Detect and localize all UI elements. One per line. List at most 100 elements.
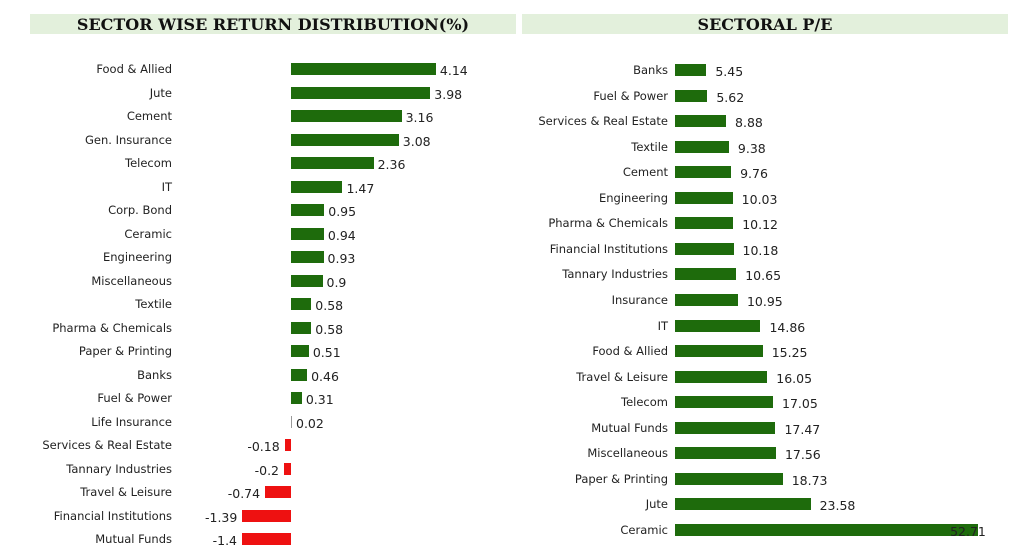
category-label: Fuel & Power bbox=[593, 88, 668, 103]
category-label: Textile bbox=[135, 297, 172, 311]
category-label: IT bbox=[657, 318, 668, 333]
bar bbox=[291, 63, 436, 75]
bar bbox=[675, 64, 707, 76]
category-label: Telecom bbox=[125, 156, 172, 170]
value-label: 0.02 bbox=[296, 415, 324, 431]
category-label: Insurance bbox=[611, 292, 668, 307]
bar bbox=[675, 191, 733, 204]
value-label: 0.9 bbox=[326, 274, 347, 290]
bar bbox=[291, 251, 324, 263]
category-label: Banks bbox=[137, 367, 172, 382]
category-label: Miscellaneous bbox=[91, 273, 172, 288]
bar bbox=[291, 298, 312, 310]
value-label: 17.05 bbox=[782, 396, 818, 412]
value-label: -0.74 bbox=[227, 486, 261, 501]
value-label: 0.58 bbox=[315, 298, 344, 313]
category-label: Engineering bbox=[599, 190, 668, 205]
value-label: 15.25 bbox=[771, 345, 808, 361]
value-label: -0.18 bbox=[247, 439, 280, 454]
category-label: Paper & Printing bbox=[78, 344, 172, 358]
bar bbox=[291, 110, 402, 122]
bar bbox=[265, 486, 291, 498]
category-label: Jute bbox=[149, 85, 172, 100]
bar bbox=[675, 472, 783, 485]
bar bbox=[291, 157, 374, 169]
bar bbox=[291, 133, 399, 146]
value-label: 14.86 bbox=[769, 319, 806, 335]
category-label: Travel & Leisure bbox=[576, 369, 668, 384]
value-label: 0.94 bbox=[327, 227, 356, 243]
value-label: 10.12 bbox=[742, 217, 778, 233]
value-label: 5.45 bbox=[715, 64, 744, 79]
category-label: Miscellaneous bbox=[587, 446, 668, 461]
pe-chart-title: SECTORAL P/E bbox=[522, 14, 1008, 34]
value-label: 17.56 bbox=[784, 447, 821, 463]
bar bbox=[675, 242, 734, 255]
category-label: Paper & Printing bbox=[574, 471, 668, 486]
bar bbox=[291, 180, 343, 193]
value-label: 10.95 bbox=[746, 293, 783, 309]
bar bbox=[675, 421, 776, 434]
value-label: 2.36 bbox=[377, 157, 406, 172]
value-label: 3.98 bbox=[434, 86, 463, 102]
bar bbox=[675, 523, 979, 536]
bar bbox=[291, 415, 292, 428]
category-label: Ceramic bbox=[620, 522, 668, 537]
value-label: 8.88 bbox=[735, 115, 763, 131]
category-label: Jute bbox=[645, 497, 668, 512]
category-label: Travel & Leisure bbox=[80, 485, 172, 499]
value-label: 10.18 bbox=[742, 242, 779, 258]
value-label: 10.65 bbox=[745, 268, 782, 284]
category-label: Financial Institutions bbox=[53, 508, 172, 523]
category-label: Tannary Industries bbox=[562, 267, 668, 282]
bar bbox=[675, 396, 774, 409]
bar bbox=[675, 293, 738, 306]
bar bbox=[675, 166, 732, 179]
value-label: 0.93 bbox=[327, 251, 356, 266]
category-label: Mutual Funds bbox=[591, 420, 668, 435]
bar bbox=[675, 268, 737, 281]
bar bbox=[675, 217, 734, 230]
bar bbox=[291, 392, 302, 404]
bar bbox=[291, 86, 431, 99]
category-label: Corp. Bond bbox=[108, 203, 172, 217]
return-chart-title: SECTOR WISE RETURN DISTRIBUTION(%) bbox=[30, 14, 516, 34]
value-label: -0.2 bbox=[254, 462, 279, 478]
value-label: 0.95 bbox=[328, 204, 357, 219]
bar bbox=[291, 204, 325, 216]
value-label: -1.4 bbox=[212, 533, 237, 548]
category-label: Pharma & Chemicals bbox=[548, 216, 668, 231]
bar bbox=[291, 227, 324, 240]
category-label: Telecom bbox=[621, 395, 668, 410]
category-label: Food & Allied bbox=[592, 344, 668, 359]
value-label: 10.03 bbox=[741, 191, 778, 207]
bar bbox=[675, 115, 727, 128]
category-label: Mutual Funds bbox=[95, 532, 172, 546]
value-label: 1.47 bbox=[346, 180, 375, 196]
bar bbox=[242, 509, 291, 522]
category-label: Tannary Industries bbox=[66, 461, 172, 476]
value-label: 52.71 bbox=[950, 523, 986, 539]
bar bbox=[675, 319, 761, 332]
value-label: 4.14 bbox=[439, 63, 468, 78]
value-label: 18.73 bbox=[791, 472, 828, 488]
category-label: Cement bbox=[126, 109, 172, 123]
bar bbox=[291, 345, 309, 357]
bar bbox=[675, 447, 776, 460]
value-label: 16.05 bbox=[776, 370, 813, 386]
value-label: 0.58 bbox=[315, 321, 344, 337]
bar bbox=[675, 89, 708, 102]
value-label: 0.31 bbox=[305, 392, 334, 407]
bar bbox=[675, 498, 811, 511]
category-label: Food & Allied bbox=[96, 62, 172, 76]
category-label: Services & Real Estate bbox=[42, 438, 172, 452]
value-label: 0.51 bbox=[312, 345, 341, 360]
category-label: Ceramic bbox=[124, 226, 172, 241]
value-label: 0.46 bbox=[311, 368, 339, 384]
bar bbox=[675, 345, 763, 358]
category-label: Textile bbox=[631, 139, 668, 154]
category-label: IT bbox=[161, 179, 172, 194]
category-label: Gen. Insurance bbox=[84, 132, 172, 147]
category-label: Banks bbox=[633, 63, 668, 77]
bar bbox=[675, 140, 729, 153]
